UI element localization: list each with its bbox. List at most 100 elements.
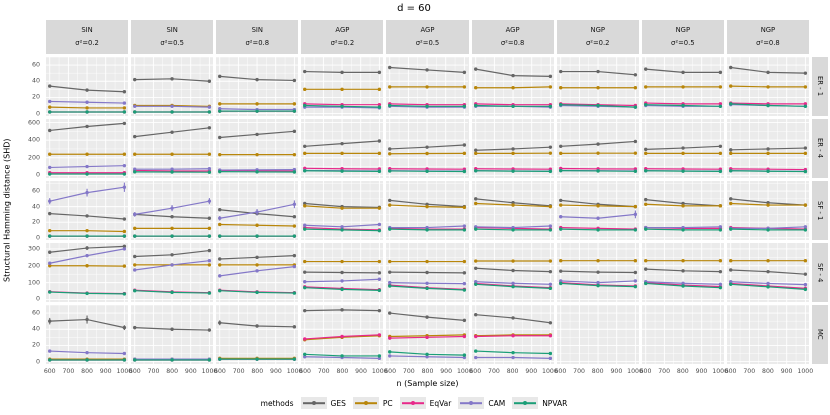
panel bbox=[301, 181, 384, 240]
facet-column-label: AGP bbox=[335, 26, 350, 35]
x-tick-label: 600 bbox=[214, 368, 226, 375]
facet-column-strip: AGP σ²=0.8 bbox=[471, 20, 554, 54]
x-tick-label: 700 bbox=[573, 368, 585, 375]
x-tick-label: 900 bbox=[525, 368, 538, 375]
y-tick-label: 60 bbox=[31, 309, 40, 317]
x-tick-label: 700 bbox=[743, 368, 756, 375]
facet-sigma-label: σ²=0.5 bbox=[160, 39, 184, 47]
facet-column-label: SIN bbox=[166, 26, 178, 35]
x-tick-label: 800 bbox=[166, 368, 179, 375]
y-axis-ticks: 0 100 200 300 bbox=[17, 243, 43, 303]
legend-key-cam-icon bbox=[458, 397, 485, 409]
panel bbox=[471, 119, 554, 178]
x-axis-ticks: 600 700 800 900 1000 bbox=[128, 367, 217, 376]
y-tick-label: 400 bbox=[27, 136, 40, 144]
x-tick-label: 800 bbox=[591, 368, 604, 375]
facet-column-strip: SIN σ²=0.8 bbox=[216, 20, 299, 54]
x-axis-ticks: 600 700 800 900 1000 bbox=[725, 367, 813, 376]
y-tick-label: 600 bbox=[27, 119, 40, 127]
y-tick-label: 0 bbox=[35, 171, 40, 179]
facet-sigma-label: σ²=0.8 bbox=[500, 39, 525, 47]
panel bbox=[556, 181, 639, 240]
panel bbox=[641, 305, 724, 364]
panel bbox=[641, 57, 724, 116]
x-axis-ticks: 600 700 800 900 1000 bbox=[640, 367, 728, 376]
panel bbox=[301, 57, 384, 116]
facet-column-strip: SIN σ²=0.2 bbox=[46, 20, 129, 54]
legend-item-npvar: NPVAR bbox=[512, 397, 567, 409]
x-tick-label: 1000 bbox=[627, 368, 643, 375]
x-tick-label: 800 bbox=[336, 368, 349, 375]
x-axis-ticks: 600 700 800 900 1000 bbox=[384, 367, 472, 376]
x-tick-label: 800 bbox=[81, 368, 93, 375]
panel bbox=[726, 305, 809, 364]
panel bbox=[641, 119, 724, 178]
x-tick-label: 900 bbox=[610, 368, 623, 375]
legend-label-npvar: NPVAR bbox=[542, 398, 568, 408]
x-tick-label: 900 bbox=[780, 368, 793, 375]
facet-sigma-label: σ²=0.5 bbox=[671, 39, 695, 47]
facet-sigma-label: σ²=0.2 bbox=[75, 39, 99, 47]
facet-column-label: SIN bbox=[81, 26, 93, 35]
x-tick-label: 900 bbox=[270, 368, 282, 375]
legend-key-eqvar-icon bbox=[399, 397, 426, 409]
facet-sigma-label: σ²=0.8 bbox=[245, 39, 270, 47]
x-tick-label: 800 bbox=[506, 368, 519, 375]
panel bbox=[46, 181, 129, 240]
facet-column-label: NGP bbox=[590, 26, 605, 35]
facet-column-label: AGP bbox=[505, 26, 520, 35]
legend-label-eqvar: EqVar bbox=[429, 398, 452, 408]
y-tick-label: 0 bbox=[35, 358, 40, 366]
x-tick-label: 700 bbox=[402, 368, 415, 375]
facet-column-label: SIN bbox=[251, 26, 263, 35]
panel bbox=[471, 305, 554, 364]
x-tick-label: 900 bbox=[99, 368, 112, 375]
panel bbox=[131, 57, 214, 116]
panel bbox=[301, 305, 384, 364]
x-tick-label: 1000 bbox=[371, 368, 388, 375]
x-axis-ticks: 600 700 800 900 1000 bbox=[554, 367, 642, 376]
panel bbox=[216, 181, 299, 240]
panel bbox=[216, 305, 299, 364]
x-tick-label: 700 bbox=[232, 368, 245, 375]
facet-column-strip: SIN σ²=0.5 bbox=[131, 20, 214, 54]
panel bbox=[301, 243, 384, 302]
facet-row-strip: SF - 4 bbox=[812, 243, 828, 302]
x-axis-ticks: 600 700 800 900 1000 bbox=[469, 367, 557, 376]
facet-column-strip: AGP σ²=0.2 bbox=[301, 20, 384, 54]
x-tick-label: 600 bbox=[469, 368, 482, 375]
panel bbox=[386, 243, 469, 302]
facet-column-strip: NGP σ²=0.5 bbox=[641, 20, 724, 54]
y-axis-ticks: 0 20 40 60 bbox=[17, 181, 43, 242]
x-tick-label: 600 bbox=[128, 368, 141, 375]
legend-title: methods bbox=[260, 398, 294, 408]
panel bbox=[471, 243, 554, 302]
x-tick-label: 900 bbox=[355, 368, 367, 375]
legend-item-ges: GES bbox=[300, 397, 346, 409]
panel bbox=[46, 243, 129, 302]
y-tick-label: 20 bbox=[31, 93, 40, 101]
x-axis-ticks: 600 700 800 900 1000 bbox=[214, 367, 302, 376]
x-tick-label: 600 bbox=[43, 368, 56, 375]
y-tick-label: 0 bbox=[35, 110, 40, 118]
panel bbox=[556, 243, 639, 302]
y-axis-label: Structural Hamming distance (SHD) bbox=[2, 138, 12, 283]
panel bbox=[726, 57, 809, 116]
facet-row-strip: ER - 4 bbox=[812, 119, 828, 178]
x-tick-label: 600 bbox=[384, 368, 397, 375]
panel bbox=[386, 57, 469, 116]
x-tick-label: 800 bbox=[676, 368, 689, 375]
y-tick-label: 200 bbox=[27, 154, 40, 162]
facet-row-strip: ER - 1 bbox=[812, 57, 828, 116]
x-tick-label: 700 bbox=[62, 368, 75, 375]
panel bbox=[46, 57, 129, 116]
x-axis-ticks: 600 700 800 900 1000 bbox=[299, 367, 387, 376]
legend-item-cam: CAM bbox=[458, 397, 505, 409]
legend-item-eqvar: EqVar bbox=[399, 397, 452, 409]
panel bbox=[556, 119, 639, 178]
legend-label-cam: CAM bbox=[488, 398, 506, 408]
x-tick-label: 1000 bbox=[542, 368, 558, 375]
x-tick-label: 1000 bbox=[797, 368, 814, 375]
